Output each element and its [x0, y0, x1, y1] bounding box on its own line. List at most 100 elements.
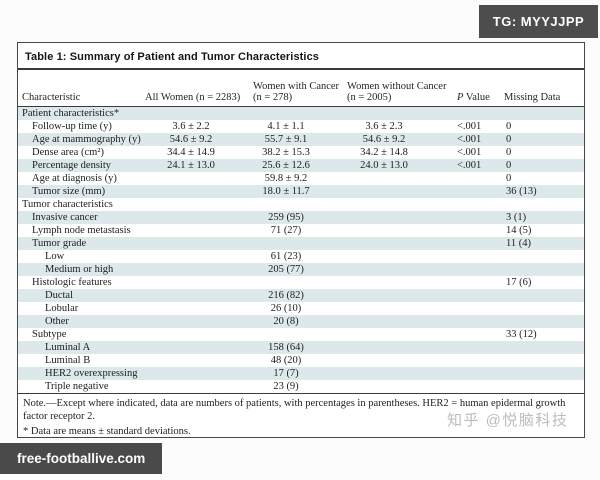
- cell-p-value: [437, 211, 499, 224]
- cell-p-value: [437, 380, 499, 393]
- site-watermark-badge: free-footballive.com: [0, 443, 162, 474]
- cell-all-women: [141, 302, 241, 315]
- cell-characteristic: Triple negative: [45, 381, 109, 392]
- cell-characteristic: Tumor grade: [32, 238, 87, 249]
- cell-women-with-cancer: [241, 198, 331, 211]
- cell-all-women: [141, 341, 241, 354]
- table-row: Age at diagnosis (y) 59.8 ± 9.2 0: [18, 172, 584, 185]
- cell-missing-data: 0: [506, 173, 512, 184]
- cell-missing-data: 0: [506, 121, 512, 132]
- cell-women-with-cancer: 216 (82): [268, 290, 304, 301]
- cell-women-without-cancer: [331, 250, 437, 263]
- cell-women-with-cancer: 71 (27): [270, 225, 302, 236]
- cell-p-value: [437, 250, 499, 263]
- cell-p-value: [437, 185, 499, 198]
- cell-women-without-cancer: 54.6 ± 9.2: [362, 134, 406, 145]
- cell-missing-data: 17 (6): [506, 277, 532, 288]
- tg-contact-badge: TG: MYYJJPP: [479, 5, 598, 38]
- cell-characteristic: Medium or high: [45, 264, 114, 275]
- cell-characteristic: Low: [45, 251, 65, 262]
- table-title: Table 1: Summary of Patient and Tumor Ch…: [25, 51, 320, 63]
- table-row: Subtype 33 (12): [18, 328, 584, 341]
- cell-missing-data: [499, 107, 584, 120]
- cell-all-women: [141, 380, 241, 393]
- cell-missing-data: 0: [506, 134, 512, 145]
- cell-women-without-cancer: [331, 224, 437, 237]
- table-row: Age at mammography (y) 54.6 ± 9.2 55.7 ±…: [18, 133, 584, 146]
- cell-women-without-cancer: [331, 276, 437, 289]
- cell-women-without-cancer: 24.0 ± 13.0: [360, 160, 408, 171]
- cell-characteristic: Luminal A: [45, 342, 91, 353]
- cell-all-women: [141, 250, 241, 263]
- table-row: Percentage density 24.1 ± 13.0 25.6 ± 12…: [18, 159, 584, 172]
- table-row: Dense area (cm²) 34.4 ± 14.9 38.2 ± 15.3…: [18, 146, 584, 159]
- cell-p-value: [437, 224, 499, 237]
- cell-women-with-cancer: 59.8 ± 9.2: [264, 173, 308, 184]
- cell-women-with-cancer: [241, 237, 331, 250]
- cell-p-value: [437, 367, 499, 380]
- cell-p-value: <.001: [457, 121, 482, 132]
- cell-missing-data: [499, 198, 584, 211]
- cell-women-without-cancer: [331, 172, 437, 185]
- cell-women-with-cancer: 18.0 ± 11.7: [262, 186, 310, 197]
- zhihu-watermark: 知乎 @悦脑科技: [447, 412, 569, 429]
- cell-p-value: <.001: [457, 147, 482, 158]
- table-row: Follow-up time (y) 3.6 ± 2.2 4.1 ± 1.1 3…: [18, 120, 584, 133]
- column-header-p-value: P Value: [457, 92, 490, 103]
- cell-women-with-cancer: 48 (20): [270, 355, 302, 366]
- cell-p-value: [437, 302, 499, 315]
- table-body: Patient characteristics* Follow-up time …: [18, 107, 584, 393]
- table-row: HER2 overexpressing 17 (7): [18, 367, 584, 380]
- cell-women-without-cancer: 3.6 ± 2.3: [365, 121, 403, 132]
- cell-women-without-cancer: 34.2 ± 14.8: [360, 147, 408, 158]
- cell-missing-data: [499, 367, 584, 380]
- cell-missing-data: 0: [506, 147, 512, 158]
- cell-women-without-cancer: [331, 107, 437, 120]
- column-header-missing-data: Missing Data: [504, 92, 561, 103]
- cell-all-women: [141, 315, 241, 328]
- cell-women-without-cancer: [331, 211, 437, 224]
- cell-missing-data: [499, 380, 584, 393]
- table-row: Tumor grade 11 (4): [18, 237, 584, 250]
- cell-p-value: [437, 328, 499, 341]
- cell-missing-data: [499, 302, 584, 315]
- cell-missing-data: 36 (13): [506, 186, 537, 197]
- cell-all-women: [141, 289, 241, 302]
- table-row: Patient characteristics*: [18, 107, 584, 120]
- cell-p-value: [437, 107, 499, 120]
- table-note: Note.—Except where indicated, data are n…: [23, 398, 566, 422]
- cell-women-with-cancer: 205 (77): [268, 264, 304, 275]
- cell-women-without-cancer: [331, 380, 437, 393]
- cell-women-without-cancer: [331, 289, 437, 302]
- cell-women-with-cancer: 20 (8): [273, 316, 299, 327]
- cell-p-value: [437, 263, 499, 276]
- cell-women-with-cancer: [241, 107, 331, 120]
- cell-women-without-cancer: [331, 263, 437, 276]
- cell-characteristic: Patient characteristics*: [22, 108, 120, 119]
- column-header-characteristic: Characteristic: [22, 92, 81, 103]
- cell-characteristic: Ductal: [45, 290, 73, 301]
- cell-women-without-cancer: [331, 367, 437, 380]
- cell-missing-data: 14 (5): [506, 225, 532, 236]
- table-footnote: * Data are means ± standard deviations.: [23, 426, 191, 437]
- cell-all-women: 54.6 ± 9.2: [169, 134, 213, 145]
- cell-women-with-cancer: 4.1 ± 1.1: [267, 121, 305, 132]
- table-row: Other 20 (8): [18, 315, 584, 328]
- cell-missing-data: [499, 354, 584, 367]
- table-row: Low 61 (23): [18, 250, 584, 263]
- cell-all-women: [141, 367, 241, 380]
- table-row: Tumor size (mm) 18.0 ± 11.7 36 (13): [18, 185, 584, 198]
- cell-women-without-cancer: [331, 185, 437, 198]
- cell-characteristic: Invasive cancer: [32, 212, 98, 223]
- table-row: Luminal A 158 (64): [18, 341, 584, 354]
- cell-women-with-cancer: [241, 328, 331, 341]
- cell-characteristic: HER2 overexpressing: [45, 368, 138, 379]
- table-bottom-rule: [18, 393, 584, 394]
- table-row: Histologic features 17 (6): [18, 276, 584, 289]
- cell-all-women: [141, 211, 241, 224]
- cell-characteristic: Histologic features: [32, 277, 112, 288]
- cell-characteristic: Tumor size (mm): [32, 186, 106, 197]
- cell-all-women: [141, 185, 241, 198]
- cell-p-value: [437, 341, 499, 354]
- cell-all-women: [141, 172, 241, 185]
